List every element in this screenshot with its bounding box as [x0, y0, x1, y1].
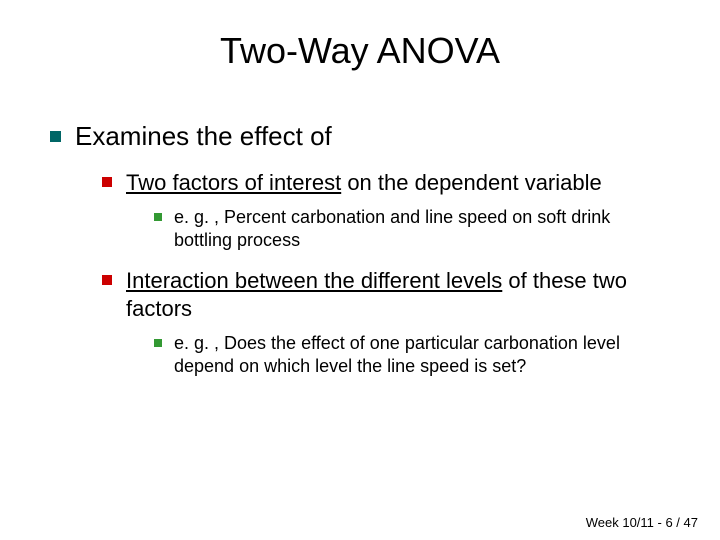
bullet-level2: Two factors of interest on the dependent… [102, 169, 670, 197]
bullet-icon [102, 177, 112, 187]
bullet-level3: e. g. , Does the effect of one particula… [154, 332, 670, 377]
slide-footer: Week 10/11 - 6 / 47 [586, 515, 698, 530]
underlined-text: Interaction between the different levels [126, 268, 502, 293]
bullet-icon [154, 213, 162, 221]
underlined-text: Two factors of interest [126, 170, 341, 195]
bullet-icon [154, 339, 162, 347]
bullet-text: e. g. , Percent carbonation and line spe… [174, 206, 670, 251]
slide-title: Two-Way ANOVA [50, 30, 670, 72]
bullet-text: Interaction between the different levels… [126, 267, 670, 322]
bullet-icon [102, 275, 112, 285]
bullet-level3: e. g. , Percent carbonation and line spe… [154, 206, 670, 251]
bullet-text: Two factors of interest on the dependent… [126, 169, 602, 197]
bullet-level1: Examines the effect of [50, 120, 670, 153]
slide: Two-Way ANOVA Examines the effect of Two… [0, 0, 720, 540]
bullet-icon [50, 131, 61, 142]
plain-text: on the dependent variable [341, 170, 602, 195]
bullet-level2: Interaction between the different levels… [102, 267, 670, 322]
bullet-text: Examines the effect of [75, 120, 332, 153]
bullet-text: e. g. , Does the effect of one particula… [174, 332, 670, 377]
